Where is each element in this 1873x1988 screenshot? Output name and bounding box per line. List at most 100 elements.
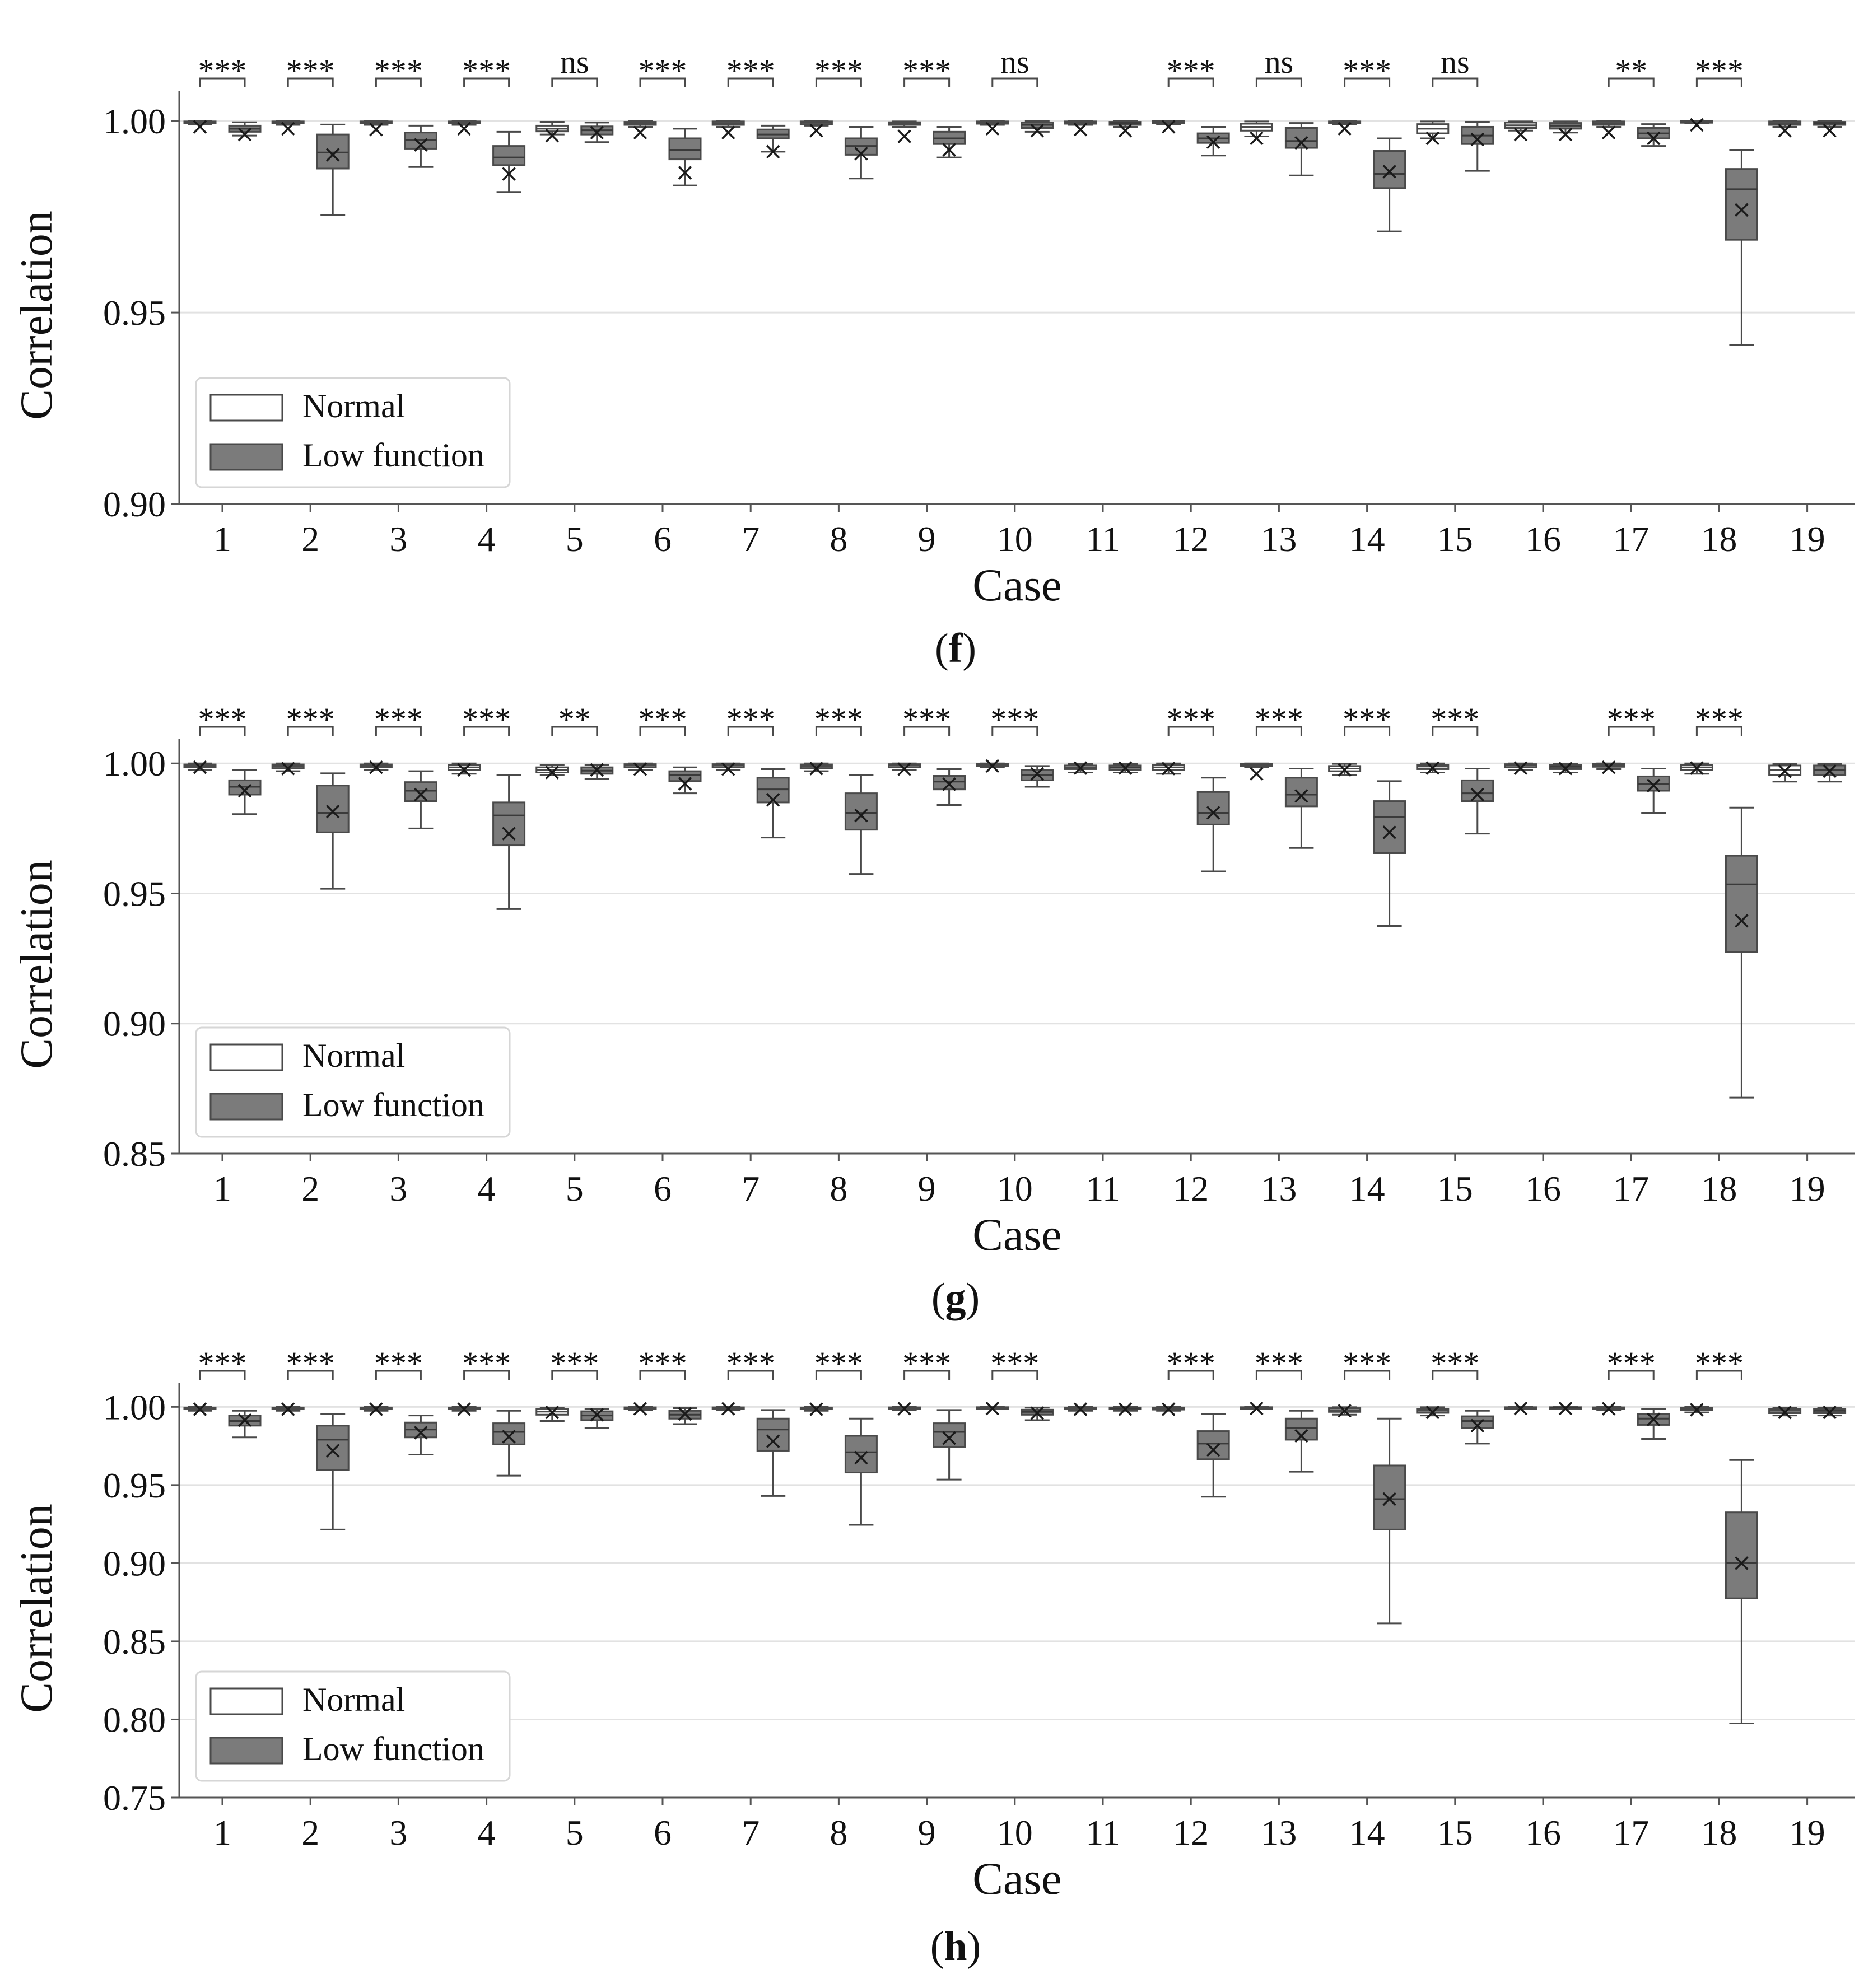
significance-bracket: [287, 1370, 334, 1380]
significance-label: ***: [374, 53, 423, 89]
low-function-box-case-18: [1725, 806, 1758, 1099]
mean-marker: [369, 1402, 383, 1416]
mean-marker: [678, 777, 692, 791]
mean-marker: [545, 766, 560, 780]
normal-box-case-2: [271, 762, 305, 776]
mean-marker: [678, 1407, 692, 1421]
mean-marker: [1338, 1404, 1352, 1418]
mean-marker: [1030, 767, 1045, 781]
significance-bracket: [463, 1370, 510, 1380]
mean-marker: [1823, 764, 1837, 778]
x-tick-label: 15: [1437, 1169, 1473, 1208]
panel-label: (h): [930, 1924, 981, 1970]
box-iqr: [1373, 800, 1406, 854]
normal-box-case-4: [448, 1402, 481, 1416]
normal-box-case-11: [1064, 120, 1097, 137]
mean-marker: [1073, 761, 1088, 775]
legend: Normal Low function: [195, 1026, 511, 1138]
low-function-box-case-7: [756, 124, 790, 159]
mean-marker: [1161, 120, 1176, 134]
significance-label: ***: [1167, 1345, 1215, 1382]
x-tick-label: 4: [478, 1169, 496, 1208]
significance-bracket: [287, 77, 334, 87]
normal-box-case-14: [1328, 1404, 1362, 1418]
mean-marker: [1823, 124, 1837, 138]
legend-label-normal: Normal: [302, 1681, 405, 1718]
normal-box-case-17: [1592, 1402, 1625, 1416]
significance-bracket: [815, 726, 862, 736]
significance-label: ***: [198, 701, 247, 738]
y-axis-label: Correlation: [11, 1504, 62, 1712]
box-iqr: [844, 792, 878, 831]
normal-box-case-13: [1240, 120, 1273, 146]
mean-marker: [457, 122, 471, 136]
low-function-box-case-1: [228, 1410, 262, 1439]
mean-marker: [237, 1413, 252, 1427]
legend-swatch-low-function: [209, 1737, 283, 1765]
x-tick-label: 8: [830, 1813, 847, 1852]
significance-label: ***: [1695, 1345, 1744, 1382]
box-iqr: [1196, 1430, 1230, 1460]
x-tick-label: 1: [213, 1169, 231, 1208]
normal-box-case-3: [359, 760, 393, 774]
significance-label: ***: [814, 1345, 863, 1382]
mean-marker: [1073, 1402, 1088, 1416]
x-tick-label: 17: [1613, 1813, 1649, 1852]
significance-bracket: [551, 77, 598, 87]
low-function-box-case-3: [404, 1415, 437, 1455]
mean-marker: [281, 1402, 295, 1416]
y-tick-label: 0.95: [103, 293, 166, 333]
normal-box-case-18: [1680, 1403, 1713, 1417]
normal-box-case-19: [1768, 763, 1802, 783]
significance-bracket: [463, 77, 510, 87]
normal-box-case-15: [1416, 1405, 1450, 1420]
mean-marker: [1601, 760, 1616, 774]
normal-box-case-16: [1504, 761, 1537, 775]
mean-marker: [1690, 118, 1704, 132]
normal-box-case-12: [1152, 1402, 1185, 1416]
mean-marker: [985, 122, 1000, 136]
mean-marker: [1161, 762, 1176, 776]
low-function-box-case-1: [228, 769, 262, 815]
y-tick-label: 0.85: [103, 1134, 166, 1174]
box-iqr: [492, 145, 526, 166]
normal-box-case-9: [888, 762, 921, 776]
significance-bracket: [815, 1370, 862, 1380]
mean-marker: [281, 762, 295, 776]
mean-marker: [1690, 761, 1704, 775]
significance-bracket: [1344, 77, 1391, 87]
low-function-box-case-10: [1021, 120, 1054, 138]
significance-bracket: [1255, 726, 1302, 736]
significance-label: ***: [639, 53, 687, 89]
low-function-box-case-10: [1021, 1406, 1054, 1421]
low-function-box-case-18: [1725, 1459, 1758, 1724]
mean-marker: [809, 124, 823, 138]
x-tick-label: 19: [1790, 1169, 1825, 1208]
low-function-box-case-1: [228, 121, 262, 142]
low-function-box-case-8: [844, 774, 878, 875]
mean-marker: [1338, 763, 1352, 777]
low-function-box-case-15: [1461, 121, 1494, 172]
mean-marker: [854, 808, 868, 823]
low-function-box-case-2: [316, 1413, 350, 1530]
significance-label: ***: [1343, 701, 1391, 738]
significance-bracket: [815, 77, 862, 87]
significance-label: ***: [374, 1345, 423, 1382]
x-tick-label: 5: [566, 1169, 584, 1208]
box-iqr: [1373, 150, 1406, 189]
mean-marker: [942, 1431, 956, 1445]
mean-marker: [1470, 132, 1485, 147]
normal-box-case-18: [1680, 761, 1713, 775]
significance-label: ***: [374, 701, 423, 738]
significance-label: ***: [1167, 701, 1215, 738]
panel-label-close: ): [967, 1924, 981, 1970]
x-tick-label: 12: [1173, 1169, 1209, 1208]
y-tick-label: 0.90: [103, 1004, 166, 1044]
normal-box-case-12: [1152, 762, 1185, 776]
x-tick-label: 1: [213, 1813, 231, 1852]
significance-bracket: [1432, 77, 1479, 87]
low-function-box-case-19: [1813, 763, 1847, 783]
x-tick-label: 18: [1701, 1813, 1737, 1852]
mean-marker: [1382, 1492, 1396, 1506]
legend-label-low-function: Low function: [302, 437, 484, 474]
